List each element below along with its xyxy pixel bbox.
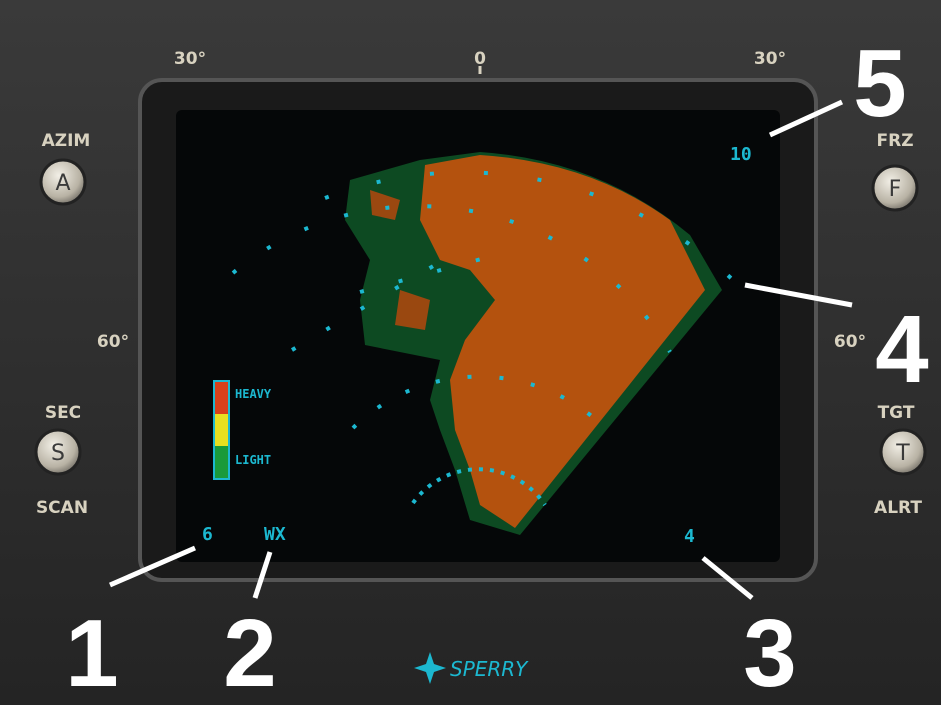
gain-readout: 4	[684, 526, 695, 547]
range-rings	[231, 170, 737, 507]
range-readout: 10	[730, 144, 752, 165]
callout: 2	[223, 600, 276, 705]
callout: 4	[875, 296, 928, 403]
button-key: A	[55, 171, 70, 196]
button-label: AZIM	[42, 131, 91, 151]
callout: 5	[853, 30, 906, 137]
scale-label: 30°	[174, 49, 206, 69]
heavy-cell	[370, 190, 430, 330]
weather-returns	[231, 152, 737, 535]
brand-logo	[414, 652, 446, 684]
legend-heavy: HEAVY	[235, 387, 272, 401]
button-t[interactable]	[879, 428, 927, 476]
button-label: SEC	[45, 403, 81, 423]
button-label: SCAN	[36, 498, 88, 518]
button-key: S	[51, 441, 65, 466]
legend-light-swatch	[215, 446, 228, 478]
callout-lines	[109, 99, 853, 600]
scale-label: 0	[474, 49, 486, 69]
button-f[interactable]	[871, 164, 919, 212]
scale-label: 30°	[754, 49, 786, 69]
brand: SPERRY	[450, 657, 529, 681]
scale-label: 60°	[834, 332, 866, 352]
button-label: TGT	[878, 403, 915, 423]
button-key: T	[895, 441, 910, 466]
callout: 3	[743, 600, 796, 705]
callout: 1	[65, 600, 118, 705]
button-s[interactable]	[34, 428, 82, 476]
legend-heavy-swatch	[215, 382, 228, 414]
tilt-readout: 6	[202, 524, 213, 545]
button-label: ALRT	[874, 498, 922, 518]
mode-readout: WX	[264, 524, 286, 545]
legend-light: LIGHT	[235, 453, 271, 467]
legend-mid-swatch	[215, 414, 228, 446]
button-a[interactable]	[39, 158, 87, 206]
heavy-return	[420, 155, 705, 528]
scale-label: 60°	[97, 332, 129, 352]
button-label: FRZ	[876, 131, 913, 151]
button-key: F	[889, 177, 902, 202]
